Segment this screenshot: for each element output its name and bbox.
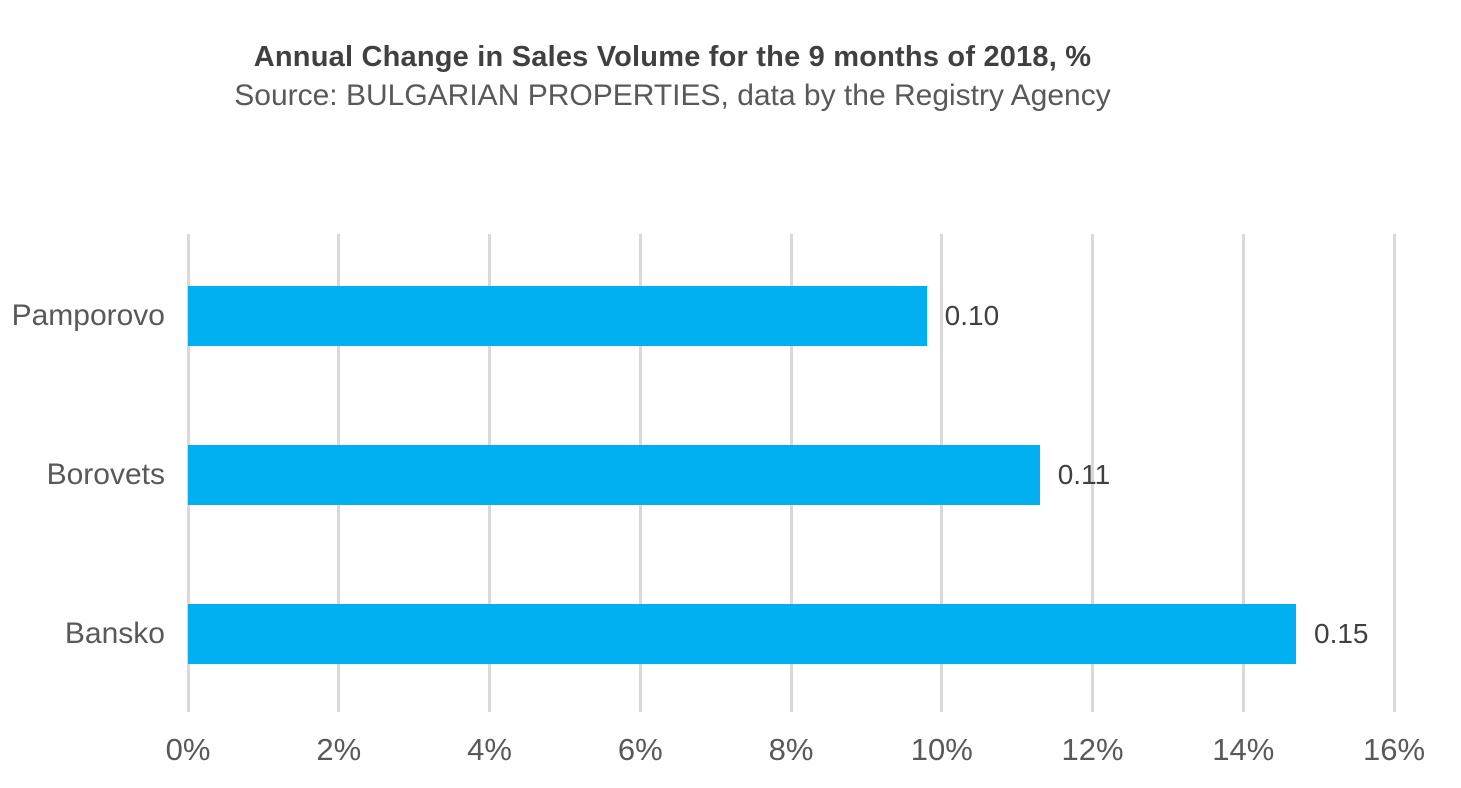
category-label-bansko: Bansko (64, 617, 165, 651)
bar-bansko (188, 604, 1296, 665)
bar-row-bansko: 0.15 (188, 604, 1394, 665)
x-tick-label-6pct: 6% (617, 732, 663, 767)
x-tick-label-10pct: 10% (910, 732, 973, 767)
x-tick-label-0pct: 0% (165, 732, 211, 767)
bar-row-pamporovo: 0.10 (188, 285, 1394, 346)
category-label-pamporovo: Pamporovo (11, 298, 165, 332)
x-tick-label-4pct: 4% (467, 732, 512, 767)
data-label-borovets: 0.11 (1057, 459, 1111, 490)
x-tick-label-12pct: 12% (1061, 732, 1124, 767)
gridline-16% (1392, 234, 1396, 712)
x-tick-label-2pct: 2% (316, 732, 362, 767)
chart-subtitle: Source: BULGARIAN PROPERTIES, data by th… (234, 79, 1111, 112)
gridline-12% (1091, 234, 1094, 712)
data-label-bansko: 0.15 (1314, 618, 1369, 650)
chart-header: Annual Change in Sales Volume for the 9 … (0, 38, 1345, 115)
bar-borovets (188, 445, 1040, 505)
plot-area: 0.10 0.11 0.15 (186, 234, 1396, 712)
x-tick-label-8pct: 8% (768, 732, 814, 767)
chart-title: Annual Change in Sales Volume for the 9 … (253, 41, 1092, 73)
category-label-borovets: Borovets (46, 458, 165, 491)
data-label-pamporovo: 0.10 (944, 299, 1000, 331)
x-tick-label-14pct: 14% (1212, 732, 1275, 767)
bar-row-borovets: 0.11 (188, 445, 1394, 505)
bar-pamporovo (188, 285, 927, 346)
gridline-14% (1241, 234, 1245, 712)
x-tick-label-16pct: 16% (1362, 732, 1426, 767)
